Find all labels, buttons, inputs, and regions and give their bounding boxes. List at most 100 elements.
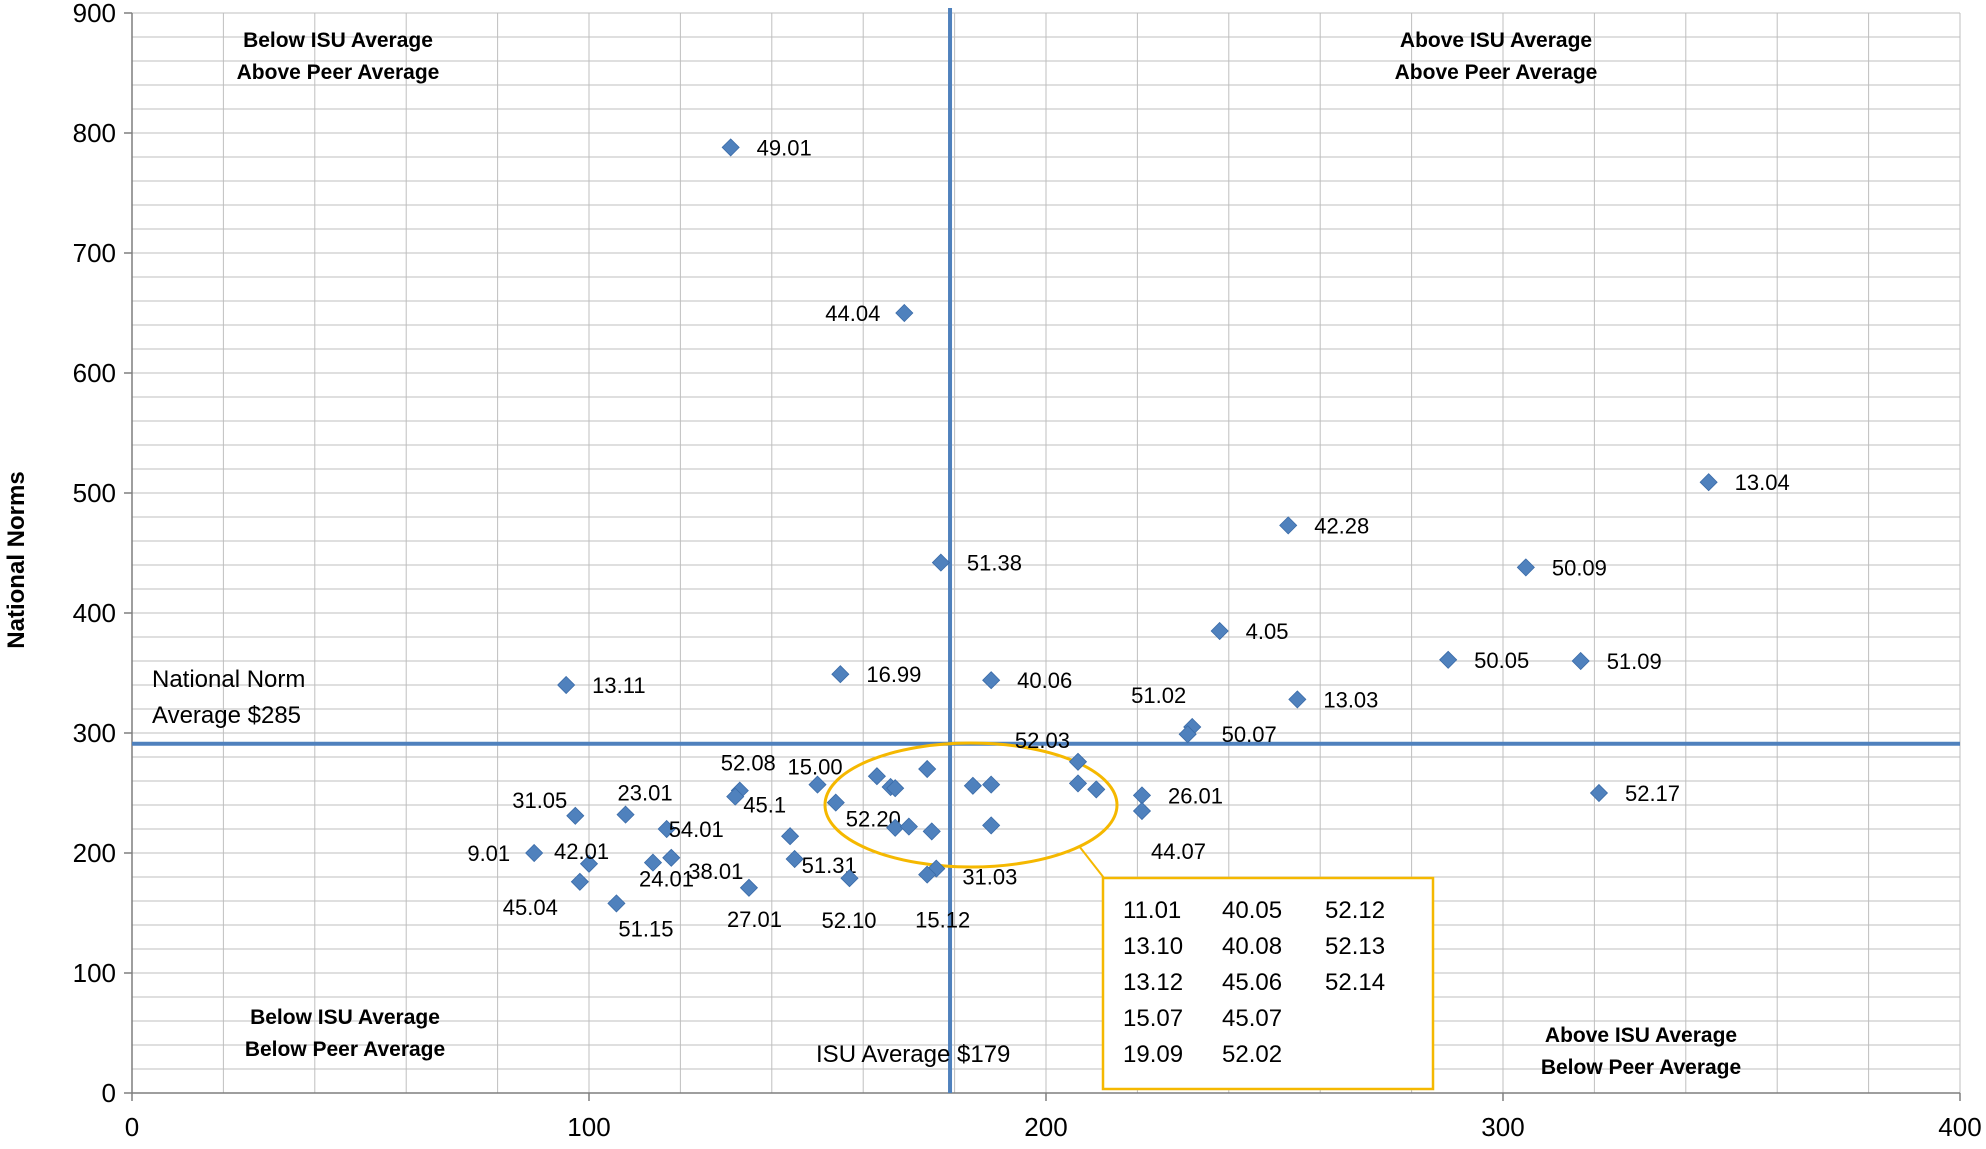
data-point-marker xyxy=(1068,752,1088,771)
data-point-marker xyxy=(922,822,941,841)
national-norm-average-label: Average $285 xyxy=(152,702,301,729)
y-axis-label: National Norms xyxy=(3,471,30,648)
data-point-label: 50.09 xyxy=(1552,555,1607,580)
axes xyxy=(124,12,1961,1101)
data-point-marker xyxy=(662,848,681,867)
data-point-marker xyxy=(963,776,982,795)
data-point-marker xyxy=(1571,651,1590,671)
data-point-label: 45.04 xyxy=(503,895,558,920)
quadrant-label: Above Peer Average xyxy=(1395,61,1598,84)
callout-entry: 13.12 xyxy=(1123,969,1183,996)
data-point-label: 50.07 xyxy=(1222,722,1277,747)
y-tick-label: 0 xyxy=(102,1078,116,1108)
data-point-label: 52.10 xyxy=(821,908,876,933)
data-point-label: 23.01 xyxy=(618,781,673,806)
data-point-label: 9.01 xyxy=(467,841,510,866)
data-point-marker xyxy=(1279,516,1298,535)
data-point-label: 31.03 xyxy=(962,865,1017,890)
highlight-ellipse xyxy=(823,741,1119,869)
data-point-marker xyxy=(899,817,918,836)
data-point-label: 15.12 xyxy=(915,908,970,933)
data-point-label: 52.03 xyxy=(1015,728,1070,753)
x-tick-label: 400 xyxy=(1938,1112,1981,1142)
data-point-marker xyxy=(1132,801,1152,821)
data-point-marker xyxy=(831,665,850,684)
data-point-marker xyxy=(1132,786,1152,805)
data-point-marker xyxy=(1288,690,1307,709)
data-point-marker xyxy=(886,818,905,837)
data-point-marker xyxy=(557,675,576,695)
data-point-label: 50.05 xyxy=(1474,648,1529,673)
data-point-marker xyxy=(808,775,827,794)
data-point-marker xyxy=(982,775,1001,794)
quadrant-labels: Below ISU Average Above Peer Average Above… xyxy=(237,29,1742,1079)
highlight-annotation: 11.01 13.10 13.12 15.07 19.09 40.05 40.08 45.06… xyxy=(823,741,1435,1091)
data-point-marker xyxy=(1589,783,1609,803)
data-point-label: 51.15 xyxy=(618,916,673,941)
data-point-marker xyxy=(721,138,740,157)
callout-entry: 52.02 xyxy=(1222,1041,1282,1068)
data-point-marker xyxy=(1178,725,1197,744)
data-point-label: 42.01 xyxy=(554,839,609,864)
data-point-marker xyxy=(1439,650,1458,669)
data-point-label: 27.01 xyxy=(727,907,782,932)
data-point-marker xyxy=(739,878,759,897)
reference-lines: ISU Average $179 National Norm Average $28… xyxy=(132,8,1960,1093)
y-tick-label: 100 xyxy=(73,958,116,988)
callout-connector xyxy=(1078,845,1105,879)
data-point-label: 31.05 xyxy=(512,788,567,813)
data-point-marker xyxy=(886,779,905,798)
data-point-marker xyxy=(918,759,937,779)
data-point-label: 16.99 xyxy=(866,662,921,687)
data-point-marker xyxy=(616,805,635,824)
data-point-marker xyxy=(657,819,676,839)
data-point-marker xyxy=(566,806,585,825)
quadrant-label: Below Peer Average xyxy=(1541,1056,1741,1079)
data-point-marker xyxy=(781,827,800,846)
data-point-marker xyxy=(867,767,886,786)
data-point-marker xyxy=(826,793,845,812)
quadrant-label: Below ISU Average xyxy=(243,29,433,52)
data-point-marker xyxy=(570,872,589,891)
callout-entry: 40.05 xyxy=(1222,897,1282,924)
callout-entry: 45.07 xyxy=(1222,1005,1282,1032)
data-point-label: 24.01 xyxy=(639,867,694,892)
data-point-marker xyxy=(579,854,599,873)
data-point-marker xyxy=(1699,473,1718,492)
data-point-marker xyxy=(982,816,1001,835)
isu-average-label: ISU Average $179 xyxy=(816,1041,1010,1068)
data-point-label: 54.01 xyxy=(669,817,724,842)
x-tick-label: 200 xyxy=(1024,1112,1067,1142)
callout-entry: 52.13 xyxy=(1325,933,1385,960)
data-point-label: 44.04 xyxy=(825,301,880,326)
y-tick-label: 500 xyxy=(73,478,116,508)
callout-entry: 52.14 xyxy=(1325,969,1385,996)
callout-box xyxy=(1101,876,1435,1091)
callout-entry: 11.01 xyxy=(1123,897,1181,924)
data-point-label: 15.00 xyxy=(788,755,843,780)
y-tick-label: 900 xyxy=(73,0,116,28)
data-point-label: 44.07 xyxy=(1151,839,1206,864)
data-point-label: 51.09 xyxy=(1607,649,1662,674)
data-point-marker xyxy=(525,843,544,863)
data-point-label: 45.1 xyxy=(743,793,786,818)
data-point-marker xyxy=(1087,780,1106,799)
y-tick-label: 700 xyxy=(73,238,116,268)
data-point-marker xyxy=(726,787,745,806)
x-tick-label: 0 xyxy=(125,1112,139,1142)
data-point-marker xyxy=(982,671,1001,690)
quadrant-label: Above Peer Average xyxy=(237,61,440,84)
data-points: 49.01 44.04 13.04 42.28 51.38 50.09 4.05 50.05 5… xyxy=(467,135,1789,941)
data-point-marker xyxy=(1516,558,1535,577)
data-point-marker xyxy=(918,865,937,884)
quadrant-label: Below Peer Average xyxy=(245,1038,445,1061)
data-point-label: 26.01 xyxy=(1168,783,1223,808)
callout-entry: 45.06 xyxy=(1222,969,1282,996)
callout-entry: 40.08 xyxy=(1222,933,1282,960)
data-point-label: 51.38 xyxy=(967,551,1022,576)
data-point-marker xyxy=(895,303,914,323)
y-tick-label: 800 xyxy=(73,118,116,148)
quadrant-label: Above ISU Average xyxy=(1545,1024,1737,1047)
data-point-label: 13.03 xyxy=(1323,687,1378,712)
y-tick-label: 300 xyxy=(73,718,116,748)
